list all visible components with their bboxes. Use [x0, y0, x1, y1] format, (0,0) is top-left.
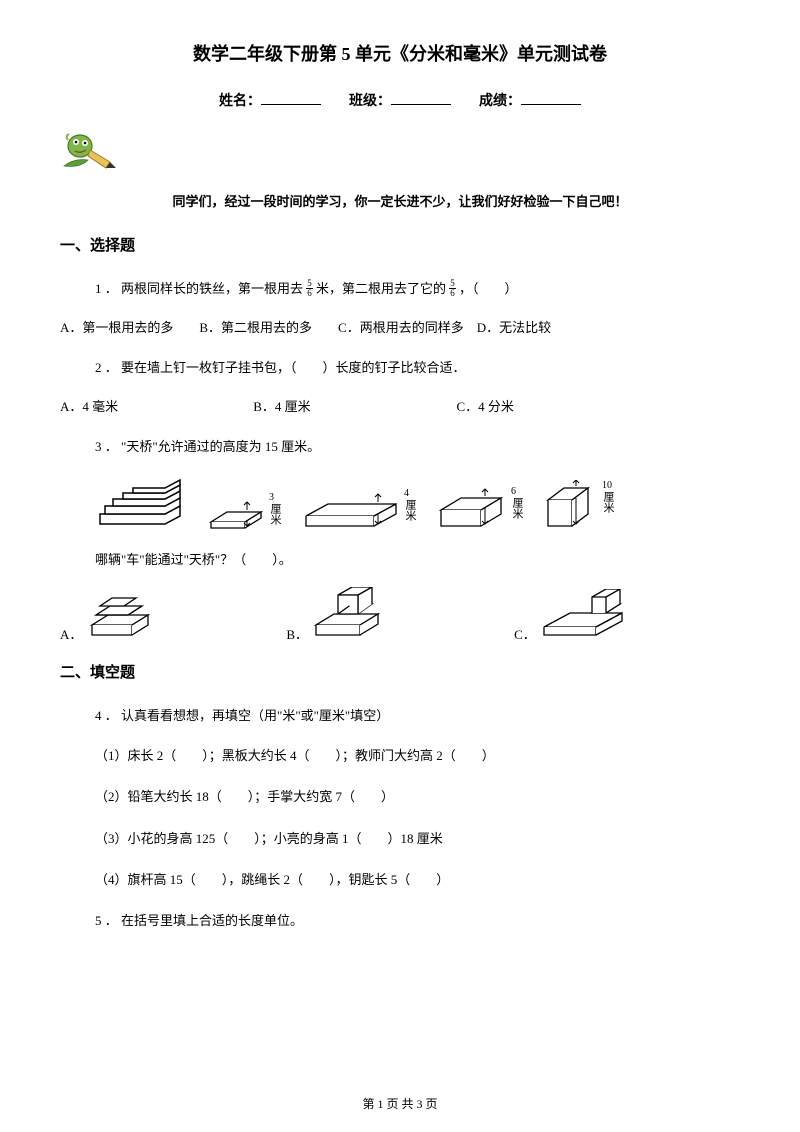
pencil-decoration — [60, 128, 740, 183]
q3-ask: 哪辆"车"能通过"天桥"？（ ）。 — [95, 548, 740, 571]
q1-num: 1 ． — [95, 281, 118, 296]
score-label: 成绩： — [479, 94, 521, 109]
q3: 3 ． "天桥"允许通过的高度为 15 厘米。 — [95, 435, 740, 458]
name-blank[interactable] — [261, 91, 321, 105]
q5-num: 5 ． — [95, 913, 118, 928]
page-title: 数学二年级下册第 5 单元《分米和毫米》单元测试卷 — [60, 40, 740, 66]
q3-figures: 3厘米 4厘米 6厘米 — [95, 474, 740, 534]
name-label: 姓名： — [219, 94, 261, 109]
q4-num: 4 ． — [95, 708, 118, 723]
q1-frac2: 56 — [449, 279, 456, 298]
block6-figure — [437, 486, 509, 534]
q2-optC: C．4 分米 — [457, 399, 514, 414]
q3-num: 3 ． — [95, 439, 118, 454]
class-label: 班级： — [349, 94, 391, 109]
q5-text: 在括号里填上合适的长度单位。 — [121, 913, 303, 928]
class-blank[interactable] — [391, 91, 451, 105]
q1-text-c: ，（ ） — [459, 281, 518, 296]
encourage-text: 同学们，经过一段时间的学习，你一定长进不少，让我们好好检验一下自己吧！ — [60, 191, 740, 210]
q2-num: 2 ． — [95, 360, 118, 375]
q4-s2: （2）铅笔大约长 18（ ）；手掌大约宽 7（ ） — [95, 785, 740, 808]
q2-text: 要在墙上钉一枚钉子挂书包，（ ）长度的钉子比较合适． — [121, 360, 466, 375]
block3-figure — [207, 492, 267, 534]
section1-title: 一、选择题 — [60, 234, 740, 255]
q2-options: A．4 毫米 B．4 厘米 C．4 分米 — [60, 395, 740, 418]
q4: 4 ． 认真看看想想，再填空（用"米"或"厘米"填空） — [95, 704, 740, 727]
info-line: 姓名： 班级： 成绩： — [60, 90, 740, 110]
q3-optC: C． — [514, 589, 630, 643]
score-blank[interactable] — [521, 91, 581, 105]
q1-text-a: 两根同样长的铁丝，第一根用去 — [121, 281, 303, 296]
q3-options: A． B． — [60, 587, 740, 643]
q2: 2 ． 要在墙上钉一枚钉子挂书包，（ ）长度的钉子比较合适． — [95, 356, 740, 379]
q2-optB: B．4 厘米 — [253, 395, 453, 418]
q3-text: "天桥"允许通过的高度为 15 厘米。 — [121, 439, 320, 454]
q4-text: 认真看看想想，再填空（用"米"或"厘米"填空） — [121, 708, 389, 723]
q4-s4: （4）旗杆高 15（ ），跳绳长 2（ ），钥匙长 5（ ） — [95, 868, 740, 891]
q3-optA: A． — [60, 591, 156, 643]
block10-figure — [544, 480, 600, 534]
q3-optB: B． — [286, 587, 384, 643]
q5: 5 ． 在括号里填上合适的长度单位。 — [95, 909, 740, 932]
q1-options: A．第一根用去的多 B．第二根用去的多 C．两根用去的同样多 D．无法比较 — [60, 316, 740, 339]
section2-title: 二、填空题 — [60, 661, 740, 682]
q4-s1: （1）床长 2（ ）；黑板大约长 4（ ）；教师门大约高 2（ ） — [95, 744, 740, 767]
pencil-icon — [60, 128, 120, 178]
page-footer: 第 1 页 共 3 页 — [0, 1095, 800, 1112]
q4-s3: （3）小花的身高 125（ ）；小亮的身高 1（ ）18 厘米 — [95, 827, 740, 850]
q2-optA: A．4 毫米 — [60, 395, 250, 418]
bridge-figure — [95, 474, 185, 534]
block4-figure — [302, 488, 402, 534]
q1-frac1: 56 — [306, 279, 313, 298]
q1: 1 ． 两根同样长的铁丝，第一根用去 56 米，第二根用去了它的 56 ，（ ） — [95, 277, 740, 300]
q1-text-b: 米，第二根用去了它的 — [316, 281, 446, 296]
